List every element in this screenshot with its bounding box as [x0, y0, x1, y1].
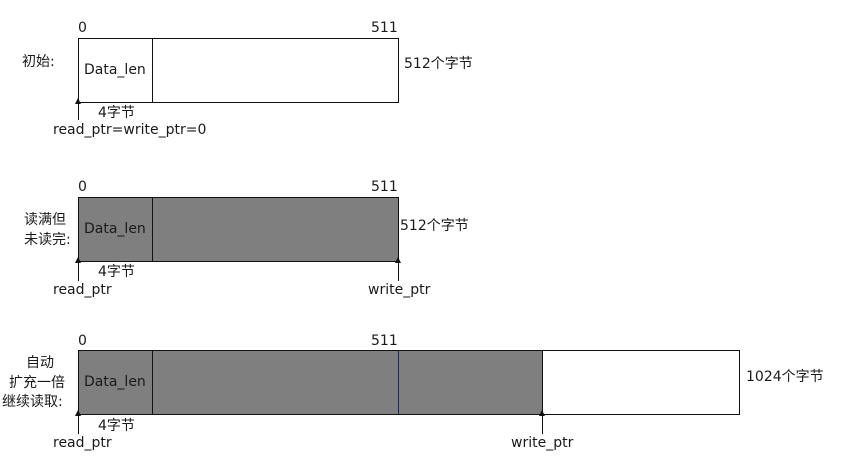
- row3-write-ptr-arrow: [539, 410, 545, 434]
- row3-state-label-line2: 扩充一倍: [9, 375, 65, 391]
- row1-data-len-label: Data_len: [84, 62, 146, 78]
- row1-data-len-cell: Data_len: [79, 39, 153, 102]
- row2-size-label: 512个字节: [400, 218, 469, 234]
- row3-start-index: 0: [78, 333, 87, 349]
- row2-end-index: 511: [371, 179, 398, 195]
- row1-end-index: 511: [371, 20, 398, 36]
- row2-data-len-label: Data_len: [84, 221, 146, 237]
- row2-start-index: 0: [78, 179, 87, 195]
- row3-header-size: 4字节: [98, 418, 135, 434]
- row3-state-label-line1: 自动: [26, 355, 54, 371]
- row1-size-label: 512个字节: [404, 56, 473, 72]
- row3-free-region: [543, 351, 739, 414]
- row3-original-data-region: [153, 351, 399, 414]
- row1-state-label: 初始:: [22, 54, 55, 70]
- row2-buffer: Data_len: [78, 197, 399, 262]
- row2-read-ptr-label: read_ptr: [53, 282, 112, 298]
- row1-header-size: 4字节: [98, 105, 135, 121]
- row1-buffer: Data_len: [78, 38, 399, 103]
- row3-read-ptr-arrow: [75, 410, 81, 434]
- row3-data-len-label: Data_len: [84, 374, 146, 390]
- row3-buffer: Data_len: [78, 350, 740, 415]
- row2-state-label-line1: 读满但: [24, 212, 66, 228]
- row2-write-ptr-label: write_ptr: [368, 282, 431, 298]
- row3-expanded-data-region: [399, 351, 543, 414]
- row1-pointer-label: read_ptr=write_ptr=0: [53, 122, 207, 138]
- row3-data-len-cell: Data_len: [79, 351, 153, 414]
- row2-read-ptr-arrow: [75, 257, 81, 281]
- row2-data-len-cell: Data_len: [79, 198, 153, 261]
- row1-start-index: 0: [78, 20, 87, 36]
- row1-read-write-ptr-arrow: [75, 98, 81, 120]
- row2-write-ptr-arrow: [395, 257, 401, 281]
- row3-end-index: 511: [371, 333, 398, 349]
- row3-state-label-line3: 继续读取:: [2, 394, 63, 410]
- row2-header-size: 4字节: [98, 264, 135, 280]
- row2-state-label-line2: 未读完:: [24, 232, 71, 248]
- row3-size-label: 1024个字节: [746, 369, 824, 385]
- row3-write-ptr-label: write_ptr: [511, 435, 574, 451]
- row3-read-ptr-label: read_ptr: [53, 435, 112, 451]
